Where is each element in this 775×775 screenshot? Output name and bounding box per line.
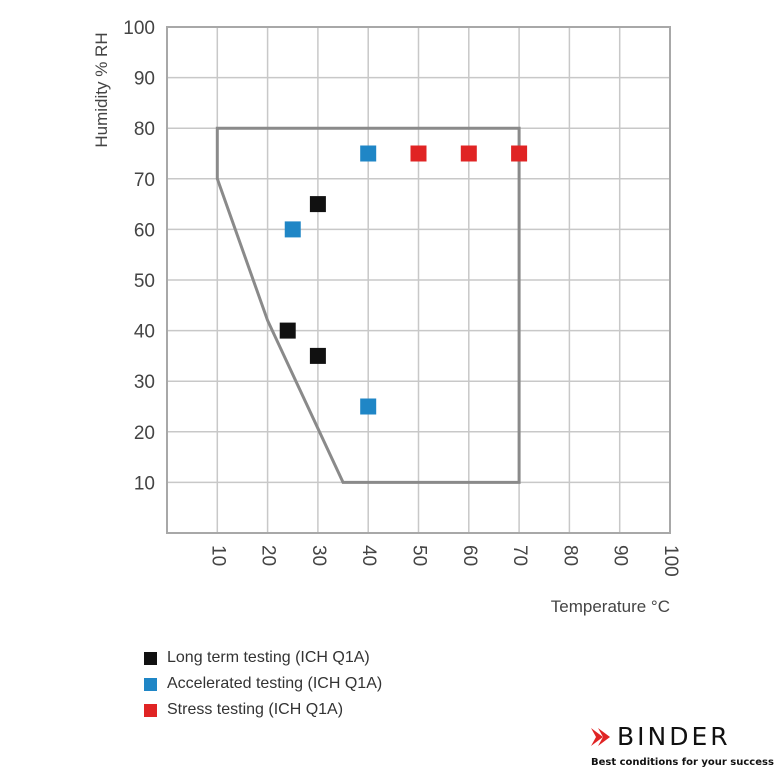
legend-item-accelerated: Accelerated testing (ICH Q1A) — [144, 671, 382, 697]
binder-arrow-icon — [591, 727, 610, 746]
legend-label: Long term testing (ICH Q1A) — [167, 649, 370, 666]
y-tick-label: 40 — [134, 322, 155, 343]
y-tick-label: 100 — [123, 18, 155, 39]
legend-swatch-accelerated — [144, 677, 157, 691]
y-axis-label: Humidity % RH — [92, 32, 111, 147]
x-tick-label: 80 — [559, 545, 580, 566]
y-tick-label: 20 — [134, 423, 155, 444]
legend-swatch-long-term — [144, 651, 157, 665]
y-tick-label: 30 — [134, 372, 155, 393]
x-tick-label: 20 — [258, 545, 279, 566]
x-tick-label: 100 — [660, 545, 681, 577]
y-tick-label: 90 — [134, 69, 155, 90]
x-tick-label: 10 — [207, 545, 228, 566]
x-tick-label: 90 — [610, 545, 631, 566]
x-tick-label: 30 — [308, 545, 329, 566]
logo-tagline: Best conditions for your success — [591, 757, 774, 768]
plot-frame — [166, 26, 671, 534]
chart-legend: Long term testing (ICH Q1A) Accelerated … — [144, 645, 382, 723]
logo-name: BINDER — [617, 722, 731, 751]
data-point — [360, 145, 377, 162]
x-tick-label: 50 — [408, 545, 429, 566]
x-tick-label: 60 — [459, 545, 480, 566]
x-axis-label: Temperature °C — [551, 597, 670, 616]
x-tick-label: 70 — [509, 545, 530, 566]
y-tick-label: 70 — [134, 170, 155, 191]
data-point — [360, 398, 377, 415]
data-point — [309, 196, 326, 213]
legend-swatch-stress — [144, 703, 157, 717]
data-point — [511, 145, 528, 162]
binder-logo: BINDER Best conditions for your success — [591, 722, 774, 768]
data-point — [309, 347, 326, 364]
legend-item-long-term: Long term testing (ICH Q1A) — [144, 645, 382, 671]
humidity-temperature-chart: 10 20 30 40 50 60 70 80 90 100 10 20 30 40 50 60 70 80 90 1… — [92, 18, 681, 616]
legend-item-stress: Stress testing (ICH Q1A) — [144, 697, 382, 723]
operating-range-polygon — [215, 126, 521, 484]
legend-label: Stress testing (ICH Q1A) — [167, 701, 344, 718]
y-tick-label: 10 — [134, 473, 155, 494]
legend-label: Accelerated testing (ICH Q1A) — [167, 675, 383, 692]
x-tick-label: 40 — [358, 545, 379, 566]
data-point — [460, 145, 477, 162]
y-tick-label: 80 — [134, 119, 155, 140]
data-point — [279, 322, 296, 339]
data-point — [284, 221, 301, 238]
data-point — [410, 145, 427, 162]
y-tick-label: 50 — [134, 271, 155, 292]
y-tick-label: 60 — [134, 220, 155, 241]
